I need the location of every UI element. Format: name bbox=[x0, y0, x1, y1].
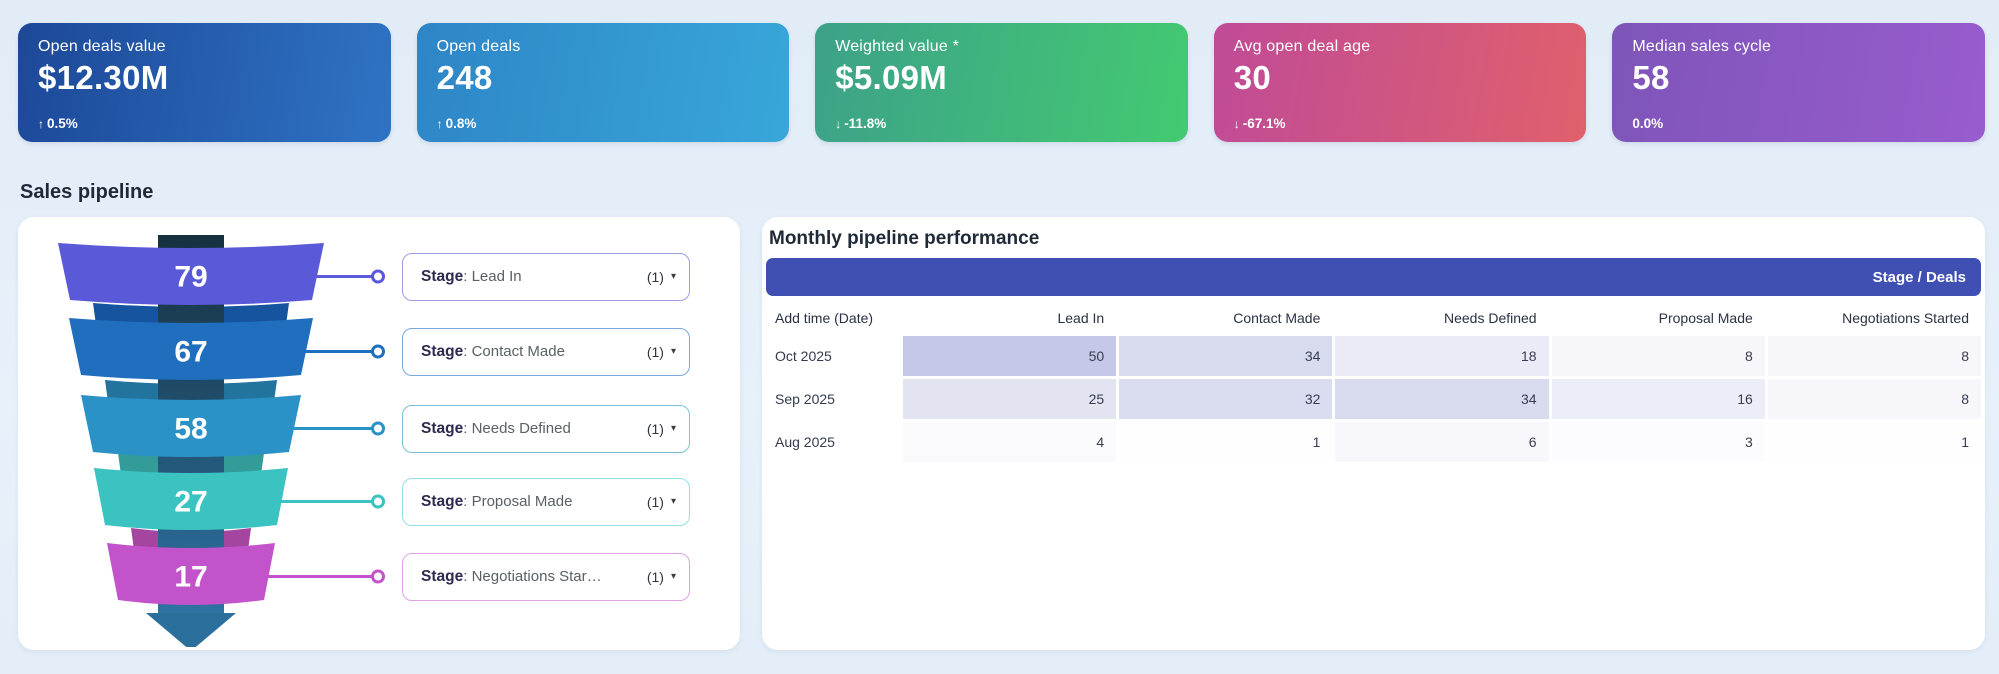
kpi-label: Open deals value bbox=[38, 38, 166, 55]
funnel-ribbon-1[interactable] bbox=[69, 318, 313, 380]
up-arrow-icon: ↑ bbox=[436, 117, 443, 131]
kpi-value: 248 bbox=[436, 59, 493, 96]
column-header: Contact Made bbox=[1233, 310, 1321, 326]
down-arrow-icon: ↓ bbox=[1233, 117, 1240, 131]
kpi-delta: 0.0% bbox=[1632, 116, 1664, 131]
stage-filter-dropdown-3[interactable]: Stage: Proposal Made (1) ▾ bbox=[402, 477, 690, 526]
corner-label: Stage / Deals bbox=[1872, 268, 1966, 286]
heat-cell[interactable]: 32 bbox=[1119, 379, 1333, 419]
kpi-value: $5.09M bbox=[835, 59, 948, 96]
stage-filter-count: (1) bbox=[646, 420, 664, 437]
sales-pipeline-title: Sales pipeline bbox=[20, 181, 154, 203]
row-label: Sep 2025 bbox=[775, 391, 835, 407]
down-arrow-icon: ↓ bbox=[835, 117, 842, 131]
stage-filter-count: (1) bbox=[646, 568, 664, 585]
kpi-value: $12.30M bbox=[38, 59, 169, 96]
kpi-value: 58 bbox=[1632, 59, 1670, 96]
kpi-card-3[interactable]: Avg open deal age 30 ↓ -67.1% bbox=[1213, 23, 1587, 142]
column-header: Lead In bbox=[1057, 310, 1105, 326]
sales-pipeline-card: 79 67 58 27 17 Stage: Lead In (1) ▾ Stage: Cont… bbox=[18, 217, 740, 650]
column-header: Needs Defined bbox=[1443, 310, 1537, 326]
heat-cell[interactable]: 16 bbox=[1551, 379, 1765, 419]
pipeline-funnel-chart: 79 67 58 27 17 bbox=[58, 235, 385, 647]
chevron-down-icon: ▾ bbox=[670, 423, 676, 434]
funnel-value-label: 67 bbox=[174, 336, 207, 369]
funnel-value-label: 58 bbox=[174, 413, 207, 446]
chevron-down-icon: ▾ bbox=[670, 571, 676, 582]
funnel-value-label: 79 bbox=[174, 261, 207, 294]
stage-filter-label: Stage: Contact Made bbox=[421, 342, 565, 360]
funnel-arrow-icon bbox=[146, 613, 236, 647]
stage-filter-count: (1) bbox=[646, 493, 664, 510]
connector-dot bbox=[371, 269, 385, 284]
heat-cell[interactable]: 34 bbox=[1335, 379, 1549, 419]
stage-filter-label: Stage: Negotiations Star… bbox=[421, 567, 602, 585]
pipeline-table: Add time (Date) Lead In Contact Made Needs … bbox=[766, 303, 1981, 462]
kpi-label: Avg open deal age bbox=[1233, 38, 1371, 55]
monthly-pipeline-card: Monthly pipeline performance Stage / Dea… bbox=[762, 217, 1985, 650]
table-title: Monthly pipeline performance bbox=[769, 228, 1040, 249]
heat-cell[interactable]: 8 bbox=[1767, 379, 1981, 419]
kpi-label: Open deals bbox=[436, 38, 521, 55]
chevron-down-icon: ▾ bbox=[670, 496, 676, 507]
stage-filter-dropdown-2[interactable]: Stage: Needs Defined (1) ▾ bbox=[402, 404, 690, 453]
stage-filter-dropdown-4[interactable]: Stage: Negotiations Star… (1) ▾ bbox=[402, 552, 690, 601]
table-header-bar: Stage / Deals bbox=[766, 258, 1981, 296]
heat-cell[interactable]: 18 bbox=[1335, 336, 1549, 376]
kpi-card-0[interactable]: Open deals value $12.30M ↑ 0.5% bbox=[18, 23, 391, 142]
kpi-row: Open deals value $12.30M ↑ 0.5% Open deals 24… bbox=[18, 23, 1985, 142]
heat-cell[interactable]: 1 bbox=[1312, 434, 1321, 450]
up-arrow-icon: ↑ bbox=[38, 117, 44, 131]
connector-dot bbox=[371, 569, 385, 584]
row-label: Aug 2025 bbox=[775, 434, 835, 450]
heat-cell[interactable]: 1 bbox=[1961, 434, 1969, 450]
row-label: Oct 2025 bbox=[775, 348, 832, 364]
kpi-card-2[interactable]: Weighted value * $5.09M ↓ -11.8% bbox=[815, 23, 1188, 142]
kpi-label: Median sales cycle bbox=[1632, 38, 1772, 55]
funnel-ribbon-3[interactable] bbox=[94, 468, 288, 530]
column-header: Negotiations Started bbox=[1842, 310, 1969, 326]
chevron-down-icon: ▾ bbox=[670, 346, 676, 357]
stage-filter-count: (1) bbox=[646, 268, 664, 285]
funnel-ribbon-0[interactable] bbox=[58, 243, 324, 305]
heat-cell[interactable]: 25 bbox=[903, 379, 1117, 419]
heat-cell[interactable]: 34 bbox=[1119, 336, 1333, 376]
heat-cell[interactable]: 3 bbox=[1551, 422, 1765, 462]
heat-cell[interactable]: 6 bbox=[1335, 422, 1549, 462]
kpi-delta: ↑ 0.8% bbox=[436, 116, 477, 131]
heat-cell[interactable]: 50 bbox=[903, 336, 1117, 376]
funnel-ribbon-2[interactable] bbox=[81, 395, 301, 457]
heat-cell[interactable]: 4 bbox=[903, 422, 1117, 462]
chevron-down-icon: ▾ bbox=[670, 271, 676, 282]
stage-filter-count: (1) bbox=[646, 343, 664, 360]
column-header: Proposal Made bbox=[1658, 310, 1753, 326]
connector-dot bbox=[371, 421, 385, 436]
connector-dot bbox=[371, 344, 385, 359]
kpi-card-1[interactable]: Open deals 248 ↑ 0.8% bbox=[416, 23, 790, 142]
kpi-card-4[interactable]: Median sales cycle 58 0.0% bbox=[1612, 23, 1985, 142]
stage-filter-label: Stage: Proposal Made bbox=[421, 492, 573, 510]
kpi-value: 30 bbox=[1233, 59, 1272, 96]
stage-filter-dropdown-0[interactable]: Stage: Lead In (1) ▾ bbox=[402, 252, 690, 301]
connector-dot bbox=[371, 494, 385, 509]
funnel-value-label: 27 bbox=[174, 486, 207, 519]
stage-filter-label: Stage: Lead In bbox=[421, 267, 522, 285]
kpi-delta: ↓ -11.8% bbox=[835, 116, 887, 131]
stage-filter-dropdown-1[interactable]: Stage: Contact Made (1) ▾ bbox=[402, 327, 690, 376]
kpi-delta: ↑ 0.5% bbox=[38, 116, 78, 131]
stage-filter-label: Stage: Needs Defined bbox=[421, 419, 571, 437]
heat-cell[interactable]: 8 bbox=[1767, 336, 1981, 376]
funnel-ribbon-4[interactable] bbox=[107, 543, 275, 605]
column-header: Add time (Date) bbox=[775, 310, 874, 326]
funnel-value-label: 17 bbox=[174, 561, 207, 594]
kpi-delta: ↓ -67.1% bbox=[1233, 116, 1286, 131]
heat-cell[interactable]: 8 bbox=[1551, 336, 1765, 376]
kpi-label: Weighted value * bbox=[835, 38, 960, 55]
